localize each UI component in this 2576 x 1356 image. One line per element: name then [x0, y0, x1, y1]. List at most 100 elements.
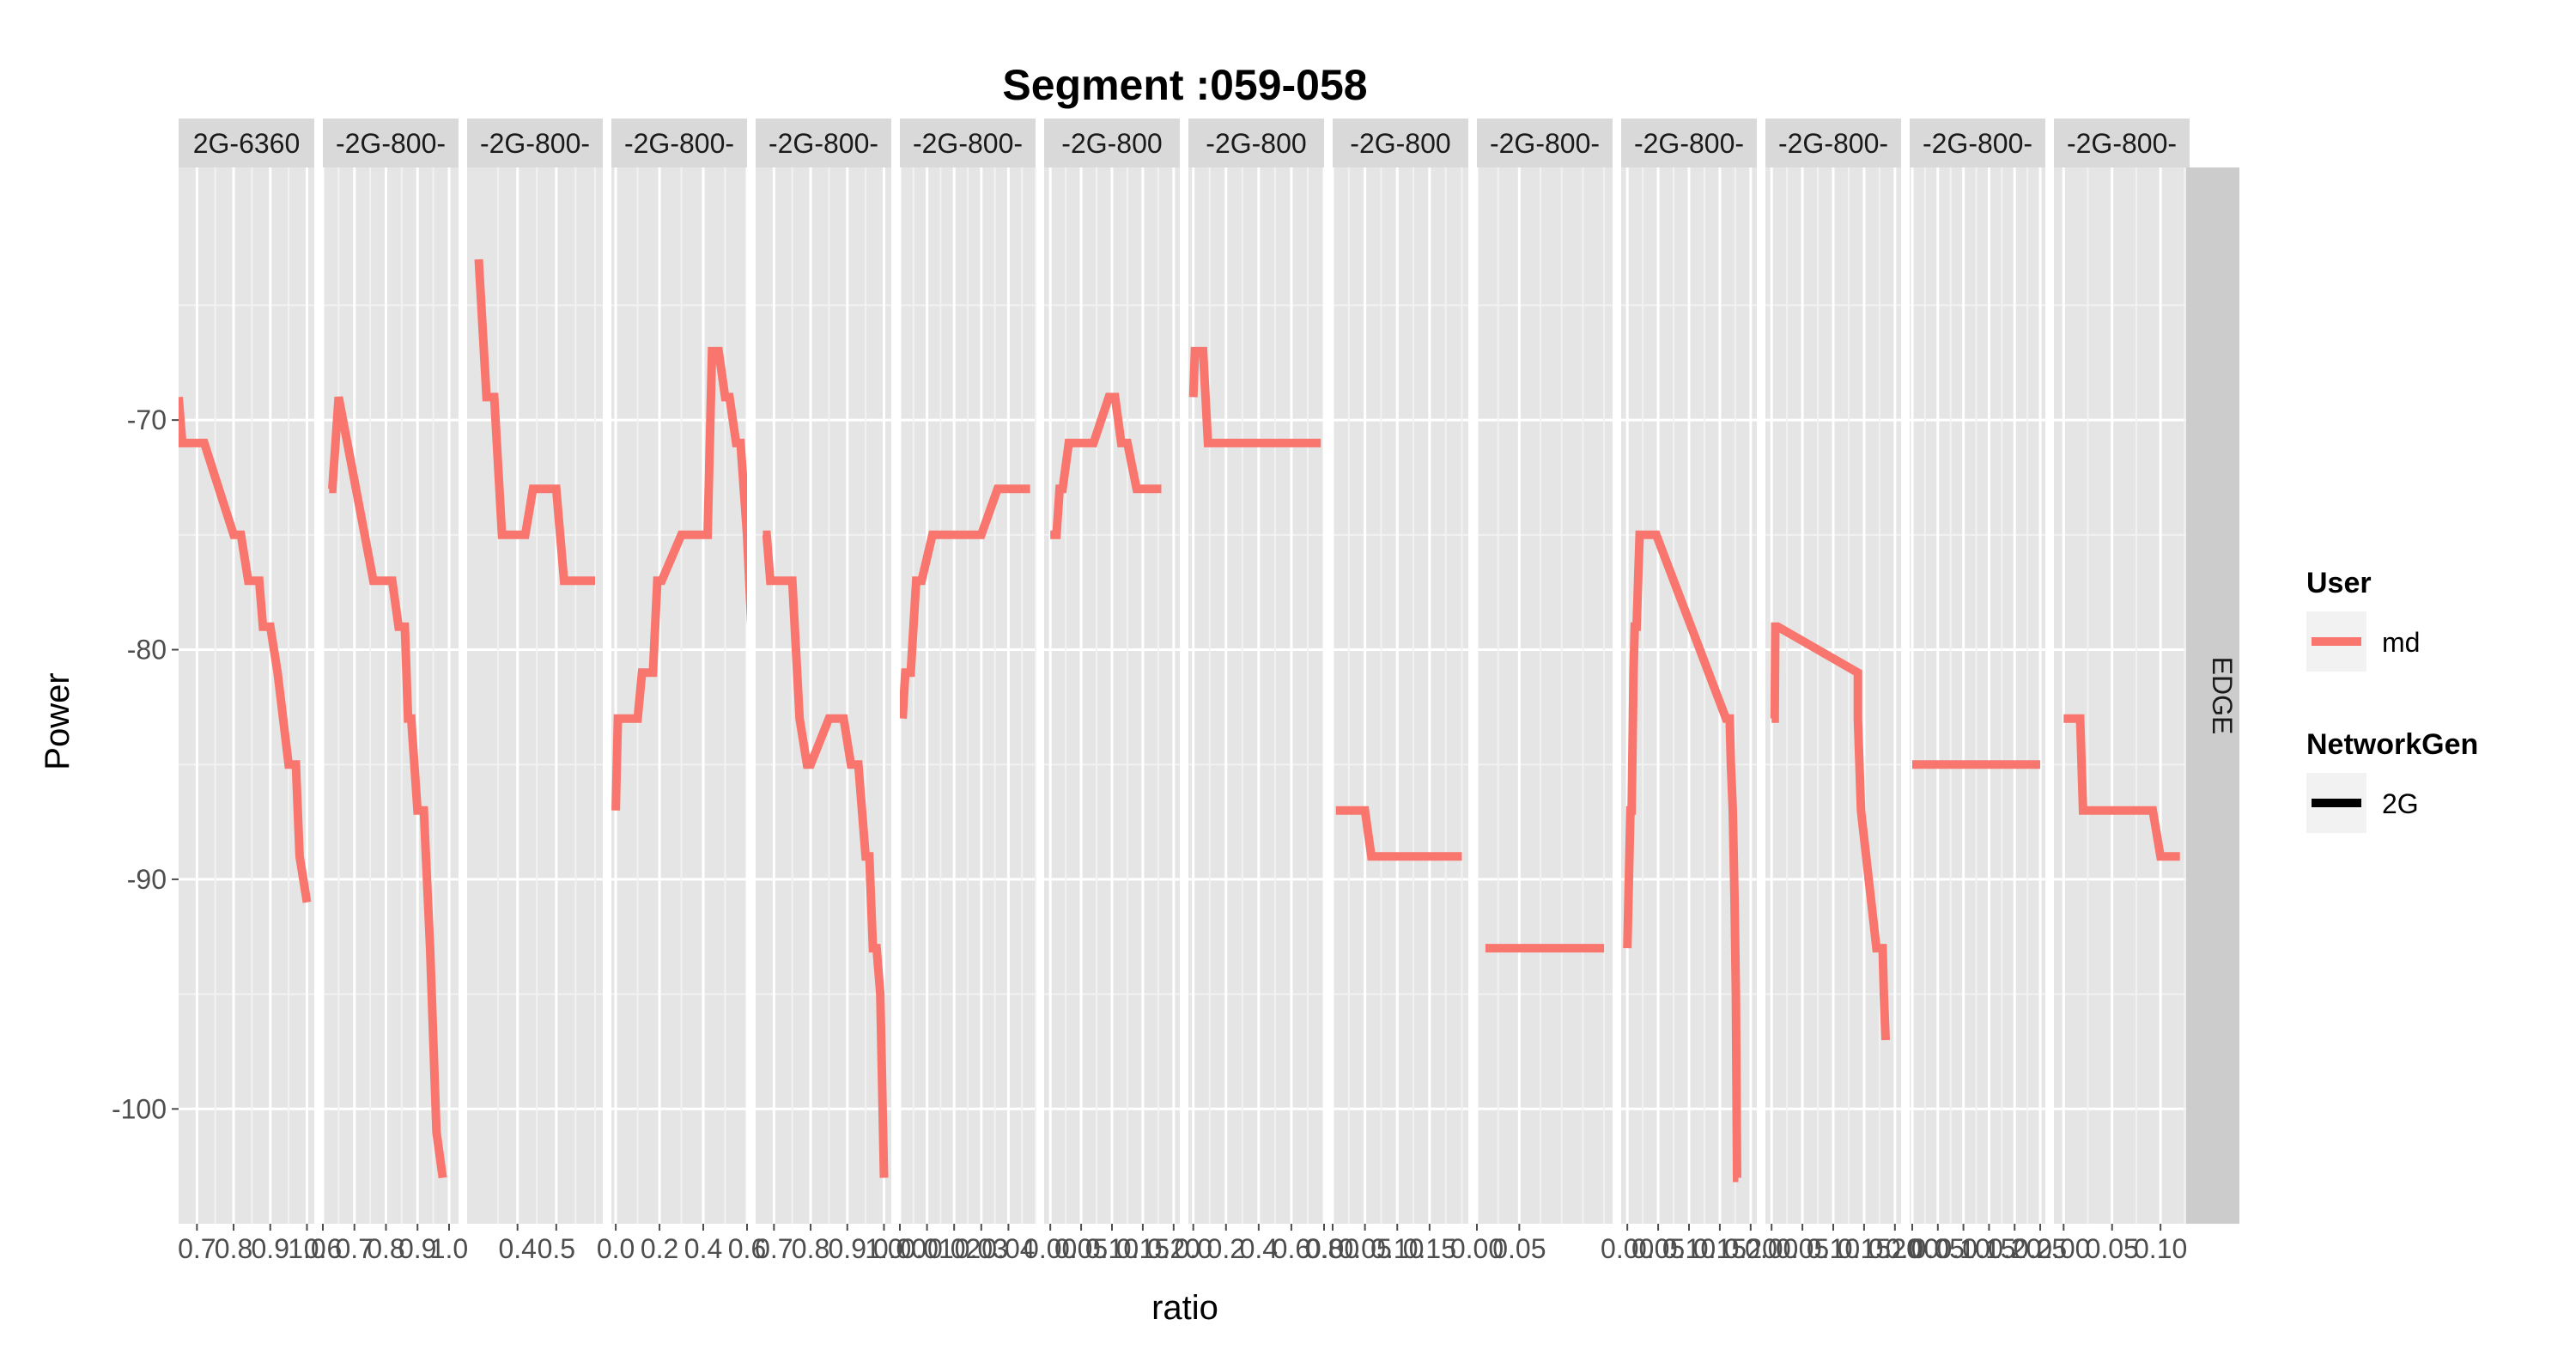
facet-panel-12: -2G-800- 0.000.050.100.150.20 [1745, 119, 1922, 1264]
facet-panel-6: -2G-800- 0.000.010.020.030.04 [873, 119, 1036, 1264]
x-tick-label: 0.05 [2086, 1233, 2139, 1264]
facet-panels: 2G-63600.70.80.91.0-2G-800-0.60.70.80.91… [178, 119, 2190, 1264]
panel-background [611, 167, 747, 1224]
series-line-md [1335, 806, 1462, 861]
x-tick-label: 1.0 [865, 1233, 902, 1264]
facet-panel-13: -2G-800- 0.000.050.100.150.200.25 [1886, 119, 2067, 1264]
facet-strip-label: -2G-800- [769, 128, 878, 159]
x-tick-label: 0.04 [981, 1233, 1035, 1264]
series-line-md [1050, 392, 1162, 539]
row-strip: EDGE [2186, 167, 2239, 1224]
facet-strip-label: -2G-800- [2067, 128, 2177, 159]
x-tick-label: 0.4 [498, 1233, 536, 1264]
x-tick-label: 0.7 [755, 1233, 793, 1264]
y-tick-label: -90 [127, 864, 167, 895]
x-tick-label: 0.00 [1450, 1233, 1504, 1264]
x-tick-label: 0.00 [1024, 1233, 1077, 1264]
x-tick-label: 0.00 [1601, 1233, 1654, 1264]
x-tick-label: 0.05 [1776, 1233, 1829, 1264]
x-tick-label: 0.9 [829, 1233, 866, 1264]
facet-strip-label: -2G-800- [1778, 128, 1888, 159]
panel-background [1188, 167, 1324, 1224]
x-tick-label: 1.0 [288, 1233, 325, 1264]
facet-panel-3: -2G-800- 0.4 0.5 [467, 119, 603, 1264]
facet-strip-label: -2G-800- [1490, 128, 1600, 159]
x-tick-label: 0.05 [1054, 1233, 1108, 1264]
x-tick-label: 0.7 [178, 1233, 216, 1264]
x-tick-label: 0.10 [1662, 1233, 1716, 1264]
facet-strip-label: -2G-800- [480, 128, 590, 159]
x-tick-label: 0.2 [641, 1233, 678, 1264]
facet-strip-label: -2G-800 [1061, 128, 1162, 159]
x-tick-label: 0.7 [336, 1233, 374, 1264]
facet-strip-label: -2G-800- [624, 128, 734, 159]
x-tick-label: 0.00 [2037, 1233, 2090, 1264]
x-tick-label: 0.15 [1116, 1233, 1170, 1264]
x-tick-label: 0.9 [252, 1233, 289, 1264]
facet-strip-label: -2G-800- [1634, 128, 1744, 159]
x-tick-label: 0.0 [1174, 1233, 1212, 1264]
facet-panel-9: -2G-800 0.000.050.100.15 [1306, 119, 1468, 1264]
panel-background [2054, 167, 2190, 1224]
facet-panel-1: 2G-6360 0.70.80.91.0 [178, 119, 326, 1264]
x-tick-label: 0.6 [304, 1233, 342, 1264]
x-tick-label: 0.02 [927, 1233, 981, 1264]
x-tick-label: 0.00 [1745, 1233, 1798, 1264]
y-tick-label: -80 [127, 635, 167, 666]
x-tick-label: 0.10 [1936, 1233, 1990, 1264]
facet-strip-label: -2G-800 [1350, 128, 1450, 159]
x-tick-label: 0.8 [1305, 1233, 1343, 1264]
x-tick-label: 0.9 [398, 1233, 436, 1264]
facet-strip-background [756, 119, 891, 167]
x-tick-label: 0.05 [1631, 1233, 1685, 1264]
facet-strip-background [467, 119, 603, 167]
x-tick-label: 0.5 [538, 1233, 575, 1264]
facet-strip-background [1765, 119, 1901, 167]
series-line-md [1770, 622, 1890, 1041]
series-line-md [1188, 346, 1321, 447]
facet-strip-background [1910, 119, 2045, 167]
facet-strip-label: 2G-6360 [193, 128, 301, 159]
row-strip-label: EDGE [2207, 657, 2238, 735]
x-tick-label: 0.15 [1838, 1233, 1891, 1264]
y-tick-label: -70 [127, 404, 167, 435]
facet-strip-background [323, 119, 459, 167]
y-tick-label: -100 [112, 1093, 167, 1124]
x-tick-label: 0.6 [728, 1233, 766, 1264]
x-tick-label: 0.10 [2134, 1233, 2187, 1264]
x-tick-label: 0.01 [900, 1233, 953, 1264]
x-tick-label: 0.00 [1306, 1233, 1359, 1264]
facet-strip-label: -2G-800- [913, 128, 1023, 159]
x-tick-label: 0.8 [792, 1233, 829, 1264]
facet-strip-label: -2G-800- [1923, 128, 2032, 159]
panel-background [467, 167, 603, 1224]
x-tick-label: 1.0 [430, 1233, 468, 1264]
x-tick-label: 0.10 [1807, 1233, 1860, 1264]
facet-strip-background [2054, 119, 2190, 167]
x-tick-label: 0.15 [1403, 1233, 1456, 1264]
legend-item-label: md [2382, 627, 2420, 658]
x-tick-label: 0.10 [1085, 1233, 1139, 1264]
legend-title-0: User [2306, 567, 2372, 599]
series-line-md [328, 396, 447, 1179]
facet-panel-10: -2G-800- 0.000.05 [1450, 119, 1613, 1264]
x-tick-label: 0.05 [1338, 1233, 1391, 1264]
facet-panel-7: -2G-800 0.000.050.100.150.20 [1024, 119, 1200, 1264]
facet-panel-11: -2G-800- 0.000.050.100.150.20 [1601, 119, 1777, 1264]
facet-panel-2: -2G-800- 0.60.70.80.91.0 [304, 119, 468, 1264]
x-tick-label: 0.10 [1370, 1233, 1424, 1264]
series-line-md [762, 530, 889, 1178]
panel-background [1333, 167, 1468, 1224]
x-tick-label: 0.05 [1911, 1233, 1965, 1264]
facet-strip-background [179, 119, 314, 167]
x-tick-label: 0.03 [955, 1233, 1008, 1264]
x-tick-label: 0.15 [1962, 1233, 2015, 1264]
series-line-md [2063, 714, 2180, 861]
x-tick-label: 0.05 [1492, 1233, 1546, 1264]
x-tick-label: 0.0 [597, 1233, 635, 1264]
panel-background [756, 167, 891, 1224]
facet-strip-background [1044, 119, 1180, 167]
series-line-md [474, 258, 595, 586]
